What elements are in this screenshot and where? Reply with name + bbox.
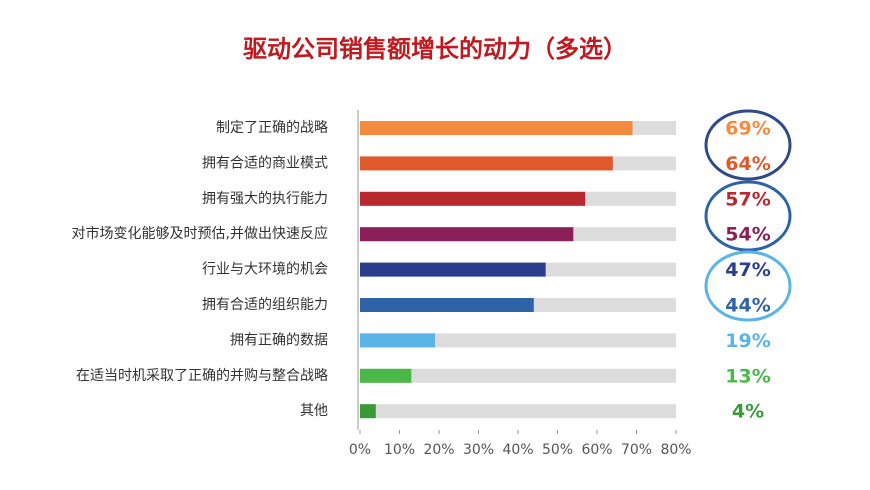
bar — [360, 298, 534, 312]
value-label: 47% — [725, 259, 770, 281]
x-tick-label: 10% — [384, 442, 415, 458]
y-tick-label: 对市场变化能够及时预估,并做出快速反应 — [72, 225, 328, 242]
group-circle — [704, 180, 792, 252]
x-tick-label: 40% — [502, 442, 533, 458]
value-label: 57% — [725, 188, 770, 210]
x-tick-label: 80% — [660, 442, 691, 458]
y-tick-label: 拥有强大的执行能力 — [202, 191, 328, 207]
value-label: 69% — [725, 118, 770, 140]
bar-track — [360, 404, 676, 419]
x-tick-label: 70% — [621, 442, 652, 458]
value-label: 44% — [725, 295, 770, 317]
value-label: 13% — [725, 365, 770, 387]
y-tick-label: 在适当时机采取了正确的并购与整合战略 — [76, 368, 328, 384]
x-tick-label: 0% — [349, 442, 371, 458]
bar — [360, 156, 613, 171]
value-label: 64% — [725, 153, 770, 175]
bar-track — [360, 368, 676, 383]
bar — [360, 333, 436, 348]
x-tick-label: 50% — [542, 442, 573, 458]
y-tick-label: 拥有合适的商业模式 — [202, 155, 328, 171]
x-tick-label: 30% — [463, 442, 494, 458]
value-label: 4% — [732, 401, 764, 423]
bar — [360, 121, 633, 135]
bar-track — [360, 333, 676, 348]
bar — [360, 404, 376, 419]
bar — [360, 191, 586, 206]
group-circle — [704, 109, 792, 181]
x-tick-label: 20% — [423, 442, 454, 458]
group-circle — [704, 250, 792, 322]
bar — [360, 262, 546, 277]
chart-title: 驱动公司销售额增长的动力（多选） — [243, 35, 627, 63]
y-tick-label: 拥有正确的数据 — [230, 332, 328, 348]
value-label: 54% — [725, 224, 770, 246]
y-tick-label: 制定了正确的战略 — [216, 120, 328, 136]
value-label: 19% — [725, 330, 770, 352]
y-tick-label: 拥有合适的组织能力 — [202, 297, 328, 313]
y-tick-label: 行业与大环境的机会 — [202, 262, 328, 278]
y-tick-label: 其他 — [300, 403, 328, 419]
bar — [360, 368, 412, 383]
x-tick-label: 60% — [581, 442, 612, 458]
bar — [360, 227, 574, 242]
